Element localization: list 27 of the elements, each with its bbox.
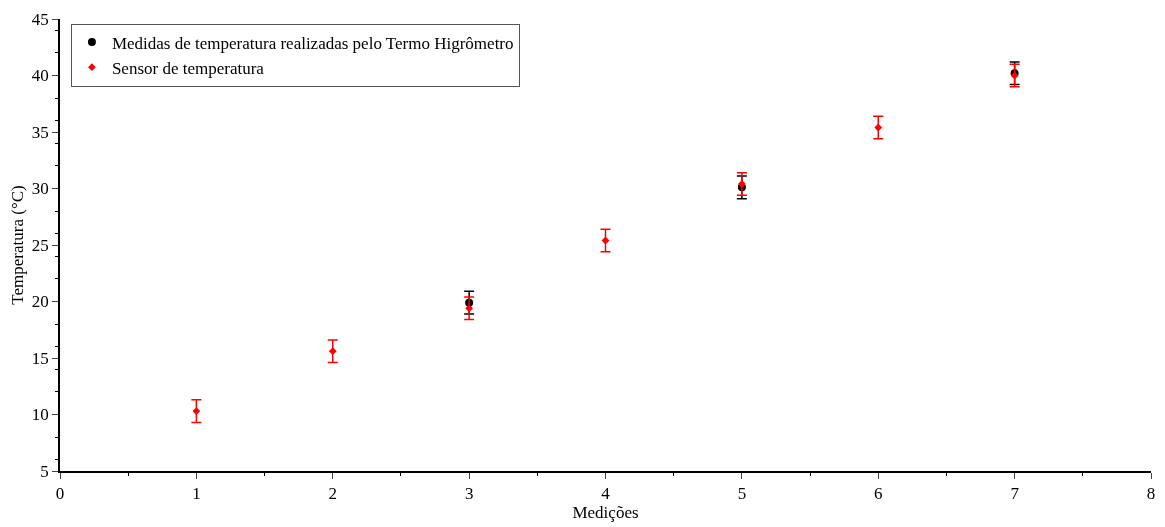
point bbox=[465, 304, 474, 313]
x-tick-label: 5 bbox=[737, 484, 747, 504]
y-tick-label: 10 bbox=[31, 405, 49, 425]
point bbox=[192, 407, 201, 416]
y-tick-label: 25 bbox=[31, 235, 49, 255]
x-tick-label: 0 bbox=[55, 484, 65, 504]
x-tick-label: 2 bbox=[328, 484, 337, 504]
x-tick-label: 7 bbox=[1010, 484, 1020, 504]
legend-label: Sensor de temperatura bbox=[111, 58, 265, 78]
x-tick-label: 3 bbox=[464, 484, 474, 504]
y-tick-label: 15 bbox=[31, 348, 49, 368]
x-tick-label: 8 bbox=[1146, 484, 1156, 504]
x-axis-title: Medições bbox=[572, 503, 639, 523]
point bbox=[737, 180, 746, 188]
point bbox=[874, 123, 883, 132]
x-tick-label: 1 bbox=[192, 484, 201, 504]
legend-label: Medidas de temperatura realizadas pelo Termo Higrômetro bbox=[111, 33, 514, 53]
y-tick-label: 5 bbox=[40, 461, 49, 481]
point bbox=[328, 347, 337, 356]
y-tick-label: 40 bbox=[31, 66, 49, 86]
x-tick-label: 6 bbox=[874, 484, 883, 504]
y-tick-label: 20 bbox=[31, 292, 49, 312]
y-tick-label: 30 bbox=[31, 179, 49, 199]
x-tick-label: 4 bbox=[601, 484, 611, 504]
y-tick-label: 35 bbox=[31, 122, 49, 142]
y-axis-title: Temperatura (°C) bbox=[7, 185, 27, 305]
y-tick-label: 45 bbox=[31, 9, 49, 29]
